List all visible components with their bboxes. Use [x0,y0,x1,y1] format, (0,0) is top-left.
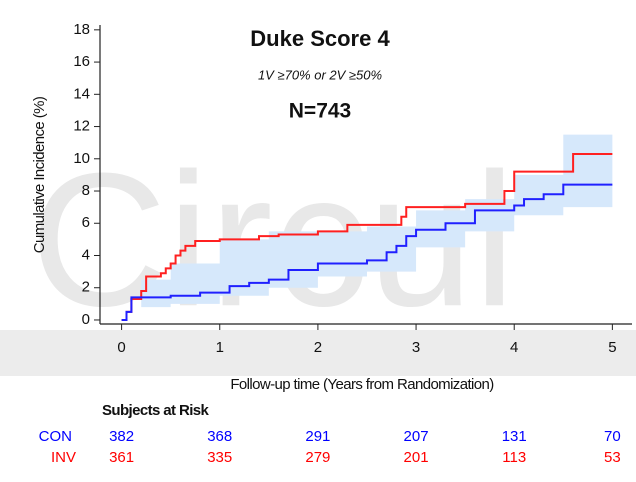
risk-count: 279 [305,449,330,466]
y-axis-label: Cumulative Incidence (%) [31,96,48,253]
risk-count: 335 [207,449,232,466]
y-tick-label: 6 [82,214,90,231]
annotation: N=743 [289,100,351,123]
risk-table-title: Subjects at Risk [102,402,210,419]
risk-count: 361 [109,449,134,466]
risk-count: 113 [502,449,526,466]
chart-title: Duke Score 4 [250,26,390,51]
risk-count: 368 [207,428,232,445]
step-line [121,152,613,321]
risk-count: 70 [604,428,621,445]
risk-count: 207 [404,428,429,445]
x-tick-label: 0 [117,339,125,356]
x-tick-label: 1 [216,339,224,356]
y-tick-label: 10 [73,150,90,167]
risk-row-label: CON [39,428,72,445]
x-axis-label: Follow-up time (Years from Randomization… [230,376,494,393]
y-tick-label: 14 [73,85,90,102]
risk-count: 291 [305,428,330,445]
risk-count: 53 [604,449,621,466]
x-tick-label: 2 [314,339,322,356]
y-tick-label: 0 [82,311,90,328]
risk-row-label: INV [51,449,76,466]
y-tick-label: 2 [82,279,90,296]
x-tick-label: 4 [510,339,518,356]
confidence-band [121,123,613,320]
y-tick-label: 18 [73,21,90,38]
step-line [121,183,613,321]
watermark-band [0,330,636,376]
x-tick-label: 5 [608,339,616,356]
y-tick-label: 8 [82,182,90,199]
risk-count: 201 [404,449,429,466]
risk-count: 131 [502,428,527,445]
risk-count: 382 [109,428,134,445]
y-tick-label: 16 [73,53,90,70]
chart-subtitle: 1V ≥70% or 2V ≥50% [258,67,382,82]
y-tick-label: 4 [82,246,90,263]
y-tick-label: 12 [73,118,90,135]
x-tick-label: 3 [412,339,420,356]
plot-area [94,25,632,330]
